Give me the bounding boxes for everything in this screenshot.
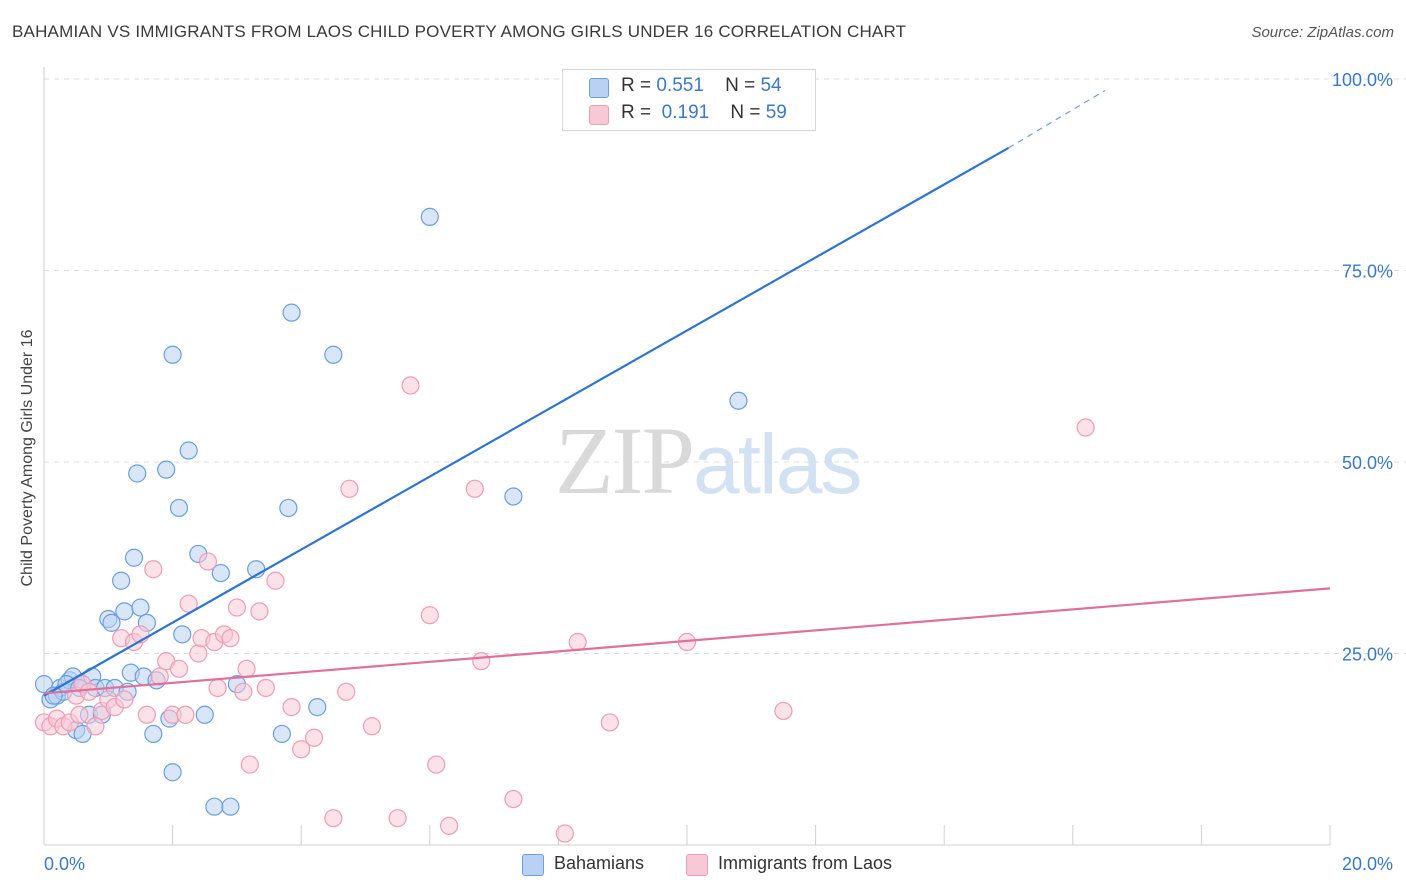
bahamian-point	[221, 797, 240, 816]
laos-point	[324, 809, 343, 828]
bahamian-point	[179, 441, 198, 460]
laos-point	[250, 602, 269, 621]
source-label: Source: ZipAtlas.com	[1251, 24, 1394, 41]
laos-point	[176, 705, 195, 724]
laos-point	[292, 740, 311, 759]
laos-point	[504, 789, 523, 809]
bahamian-point	[282, 303, 301, 322]
laos-point	[266, 571, 285, 590]
watermark: ZIPatlas	[555, 405, 862, 516]
laos-point	[420, 606, 439, 625]
bahamian-point	[729, 391, 748, 410]
bahamian-point	[157, 460, 176, 479]
laos-point	[70, 705, 89, 724]
laos-point	[234, 682, 253, 701]
laos-point	[198, 552, 218, 571]
watermark-atlas: atlas	[693, 417, 862, 511]
bahamian-point	[128, 464, 147, 483]
legend-swatch-pink	[589, 105, 609, 125]
x-tick-label: 0.0%	[44, 854, 85, 874]
bahamian-trend-extension	[1008, 89, 1106, 149]
laos-point	[774, 701, 793, 721]
laos-point	[86, 717, 105, 736]
laos-point	[144, 560, 163, 579]
laos-trend-line	[43, 587, 1331, 695]
laos-point	[189, 644, 208, 663]
laos-point	[79, 682, 99, 701]
legend-r-value: 0.191	[661, 102, 710, 123]
laos-point	[227, 598, 246, 617]
laos-point	[256, 678, 275, 698]
bahamian-point	[308, 698, 327, 717]
y-axis-label: Child Poverty Among Girls Under 16	[19, 329, 36, 587]
bahamian-point	[195, 705, 214, 724]
laos-point	[362, 717, 382, 736]
bahamian-point	[163, 345, 182, 364]
bahamian-point	[169, 498, 189, 518]
bahamian-point	[173, 625, 192, 644]
laos-point	[208, 678, 227, 698]
bahamian-point	[324, 345, 343, 364]
legend-r-value: 0.551	[656, 75, 704, 96]
bahamian-point	[124, 548, 144, 567]
laos-point	[337, 682, 356, 701]
bahamian-point	[272, 724, 292, 744]
bottom-legend-swatch-pink	[686, 854, 708, 876]
laos-point	[568, 632, 587, 652]
bahamian-point	[279, 498, 298, 518]
bahamian-point	[211, 563, 230, 583]
laos-point	[179, 594, 198, 613]
legend-n-label: N =	[730, 102, 761, 123]
laos-point	[1076, 418, 1095, 437]
watermark-zip: ZIP	[555, 407, 695, 514]
bahamian-point	[504, 487, 523, 506]
laos-point	[555, 824, 574, 843]
bahamian-point	[205, 797, 224, 816]
laos-point	[282, 698, 301, 717]
legend-n-value: 54	[760, 75, 782, 96]
laos-point	[340, 479, 359, 498]
chart-title: BAHAMIAN VS IMMIGRANTS FROM LAOS CHILD P…	[12, 22, 907, 41]
bottom-legend-swatch-blue	[522, 854, 544, 876]
laos-point	[240, 755, 259, 774]
laos-point	[304, 728, 324, 747]
y-tick-label: 50.0%	[1342, 453, 1393, 473]
legend-n-value: 59	[765, 102, 787, 123]
bahamian-point	[163, 763, 182, 782]
legend-n-label: N =	[725, 75, 756, 96]
bottom-legend-label: Bahamians	[554, 853, 645, 873]
bahamian-point	[144, 724, 163, 744]
y-tick-label: 75.0%	[1342, 262, 1393, 282]
bahamian-trend-line	[43, 146, 1010, 697]
y-tick-label: 100.0%	[1332, 70, 1393, 90]
bahamian-point	[112, 571, 131, 590]
laos-point	[439, 816, 459, 835]
laos-point	[472, 652, 491, 671]
bahamian-point	[115, 602, 134, 621]
laos-point	[137, 705, 156, 724]
bottom-legend-label: Immigrants from Laos	[718, 853, 893, 873]
correlation-legend: R = 0.551 N = 54 R = 0.191 N = 59	[562, 69, 816, 131]
laos-point	[600, 713, 619, 732]
x-tick-label: 20.0%	[1342, 854, 1393, 874]
laos-point	[388, 809, 407, 828]
laos-point	[115, 690, 134, 709]
bahamian-point	[102, 613, 121, 632]
bahamian-point	[420, 207, 439, 226]
y-tick-label: 25.0%	[1342, 645, 1393, 665]
laos-point	[169, 659, 189, 678]
laos-point	[427, 755, 446, 774]
laos-point	[401, 376, 420, 395]
bahamian-point	[131, 598, 150, 617]
legend-r-label: R =	[621, 75, 652, 96]
laos-point	[465, 479, 484, 498]
legend-r-label: R =	[621, 102, 652, 123]
laos-point	[221, 629, 240, 648]
legend-swatch-blue	[589, 78, 609, 98]
laos-point	[237, 659, 256, 678]
